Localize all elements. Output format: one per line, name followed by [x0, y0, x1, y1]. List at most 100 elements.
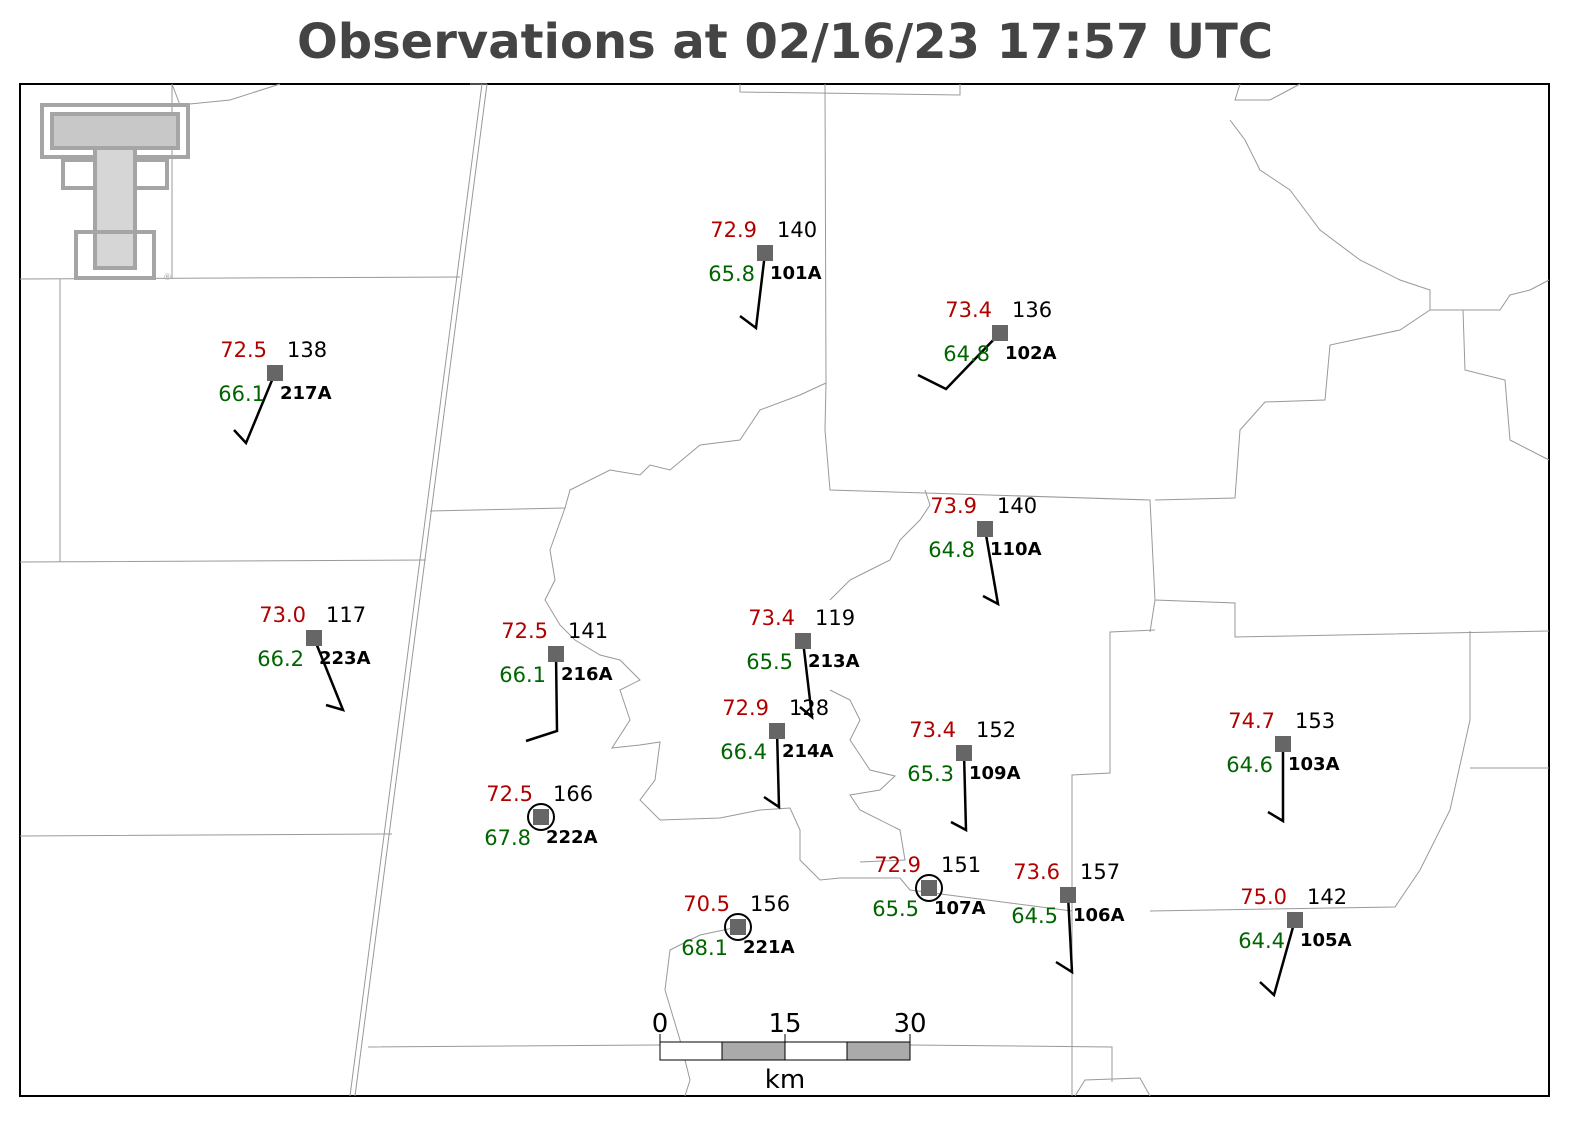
station-id: 107A — [934, 898, 986, 919]
temperature: 72.9 — [722, 696, 769, 720]
station-id: 109A — [969, 763, 1021, 784]
station-marker — [1287, 912, 1303, 928]
dewpoint: 66.1 — [218, 382, 265, 406]
station-id: 214A — [782, 741, 834, 762]
station-marker — [977, 521, 993, 537]
station-marker — [769, 723, 785, 739]
station-id: 106A — [1073, 905, 1125, 926]
station-marker — [730, 919, 746, 935]
pressure: 136 — [1012, 298, 1052, 322]
pressure: 166 — [553, 782, 593, 806]
wind-barb — [312, 637, 346, 712]
pressure: 156 — [750, 892, 790, 916]
dewpoint: 65.5 — [746, 650, 793, 674]
wind-barb — [233, 372, 277, 446]
calm-wind — [527, 803, 555, 831]
scale-bar: 0 15 30 km — [652, 1009, 927, 1095]
station-marker — [921, 880, 937, 896]
temperature: 72.5 — [486, 782, 533, 806]
wind-barb — [1055, 894, 1074, 975]
pressure: 128 — [789, 696, 829, 720]
pressure: 142 — [1307, 885, 1347, 909]
wind-barb — [917, 332, 1001, 391]
pressure: 157 — [1080, 860, 1120, 884]
station-marker — [548, 646, 564, 662]
temperature: 74.7 — [1228, 709, 1275, 733]
dewpoint: 64.5 — [1011, 904, 1058, 928]
station-marker — [1060, 887, 1076, 903]
pressure: 119 — [815, 606, 855, 630]
station-id: 103A — [1288, 754, 1340, 775]
dewpoint: 68.1 — [681, 936, 728, 960]
scale-label: 30 — [893, 1009, 926, 1039]
dewpoint: 65.5 — [872, 897, 919, 921]
temperature: 72.9 — [874, 853, 921, 877]
dewpoint: 65.8 — [708, 262, 755, 286]
dewpoint: 64.8 — [943, 342, 990, 366]
temperature: 73.4 — [748, 606, 795, 630]
station-id: 217A — [280, 383, 332, 404]
temperature: 70.5 — [683, 892, 730, 916]
station-id: 213A — [808, 651, 860, 672]
dewpoint: 64.6 — [1226, 753, 1273, 777]
pressure: 140 — [997, 494, 1037, 518]
temperature: 73.0 — [259, 603, 306, 627]
temperature: 73.4 — [909, 718, 956, 742]
dewpoint: 65.3 — [907, 762, 954, 786]
pressure: 153 — [1295, 709, 1335, 733]
scale-label: 15 — [768, 1009, 801, 1039]
logo: ® — [40, 103, 190, 283]
station-marker — [795, 633, 811, 649]
dewpoint: 64.4 — [1238, 929, 1285, 953]
station-id: 216A — [561, 664, 613, 685]
temperature: 73.6 — [1013, 860, 1060, 884]
temperature: 72.5 — [220, 338, 267, 362]
calm-wind — [915, 874, 943, 902]
station-id: 105A — [1300, 930, 1352, 951]
dewpoint: 66.2 — [257, 647, 304, 671]
wind-barb — [525, 653, 559, 743]
station-marker — [267, 365, 283, 381]
scale-unit: km — [765, 1065, 805, 1095]
wind-barb — [950, 752, 968, 833]
temperature: 75.0 — [1240, 885, 1287, 909]
wind-barb — [1259, 919, 1297, 998]
station-marker — [992, 325, 1008, 341]
pressure: 138 — [287, 338, 327, 362]
pressure: 117 — [326, 603, 366, 627]
stations: 72.9 140 65.8 101A 73.4 136 64.8 102A 72.5 138 66.… — [218, 218, 1352, 998]
dewpoint: 64.8 — [928, 538, 975, 562]
station-id: 221A — [743, 937, 795, 958]
calm-wind — [724, 913, 752, 941]
temperature: 73.9 — [930, 494, 977, 518]
pressure: 151 — [941, 853, 981, 877]
pressure: 140 — [777, 218, 817, 242]
wind-barb — [763, 730, 781, 810]
temperature: 72.9 — [710, 218, 757, 242]
temperature: 73.4 — [945, 298, 992, 322]
dewpoint: 66.4 — [720, 740, 767, 764]
wind-barb — [799, 640, 814, 720]
pressure: 141 — [568, 619, 608, 643]
station-marker — [306, 630, 322, 646]
scale-label: 0 — [652, 1009, 669, 1039]
title: Observations at 02/16/23 17:57 UTC — [297, 14, 1273, 70]
boundaries — [19, 83, 1550, 1097]
station-id: 110A — [990, 539, 1042, 560]
station-marker — [757, 245, 773, 261]
station-marker — [956, 745, 972, 761]
svg-text:®: ® — [163, 273, 172, 283]
wind-barb — [739, 252, 767, 331]
station-marker — [533, 809, 549, 825]
station-id: 102A — [1005, 343, 1057, 364]
wind-barb — [1267, 744, 1285, 824]
dewpoint: 66.1 — [499, 663, 546, 687]
station-id: 222A — [546, 827, 598, 848]
station-marker — [1275, 736, 1291, 752]
station-id: 101A — [770, 263, 822, 284]
dewpoint: 67.8 — [484, 826, 531, 850]
station-id: 223A — [319, 648, 371, 669]
temperature: 72.5 — [501, 619, 548, 643]
pressure: 152 — [976, 718, 1016, 742]
